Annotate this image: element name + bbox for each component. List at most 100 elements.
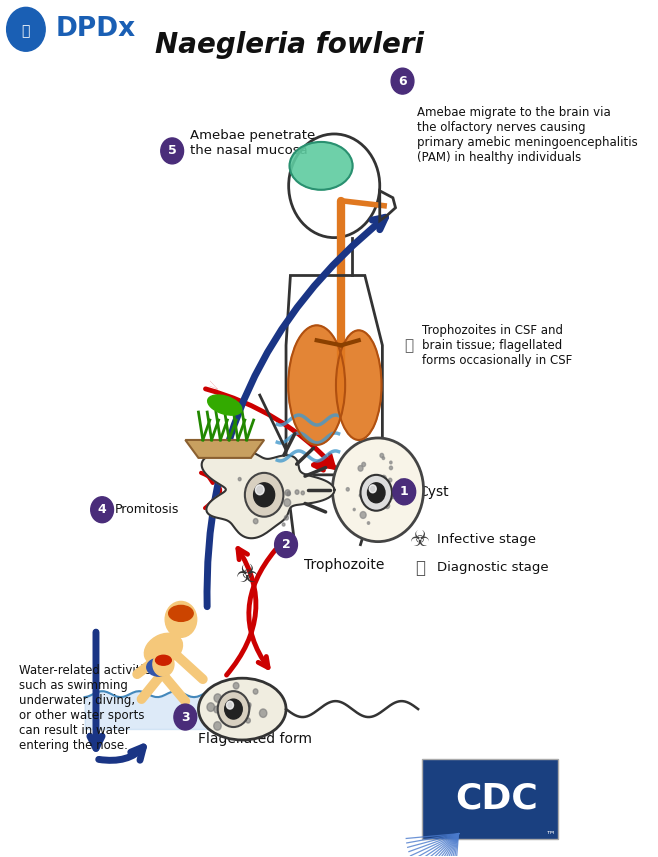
- Circle shape: [274, 531, 297, 558]
- Text: 6: 6: [398, 75, 407, 87]
- Circle shape: [367, 489, 372, 494]
- Circle shape: [165, 602, 197, 638]
- Circle shape: [214, 706, 220, 713]
- Text: 🔬: 🔬: [404, 338, 413, 353]
- Circle shape: [385, 503, 390, 508]
- Polygon shape: [186, 440, 264, 458]
- Circle shape: [346, 488, 349, 491]
- Text: Flagellated form: Flagellated form: [199, 732, 313, 746]
- Ellipse shape: [290, 142, 353, 189]
- Circle shape: [225, 699, 242, 719]
- Circle shape: [245, 473, 284, 517]
- Polygon shape: [201, 449, 334, 538]
- Circle shape: [282, 523, 285, 526]
- Circle shape: [255, 485, 264, 494]
- Circle shape: [287, 492, 290, 495]
- Text: Trophozoite: Trophozoite: [303, 558, 384, 572]
- Text: 🔬: 🔬: [415, 559, 425, 577]
- Circle shape: [301, 491, 305, 494]
- Text: Water-related activities
such as swimming
underwater, diving,
or other water spo: Water-related activities such as swimmin…: [19, 664, 157, 752]
- Text: Cyst: Cyst: [418, 485, 449, 499]
- Circle shape: [400, 479, 403, 482]
- Circle shape: [393, 479, 416, 505]
- Circle shape: [253, 492, 259, 499]
- Circle shape: [238, 477, 241, 481]
- Circle shape: [174, 704, 197, 730]
- Circle shape: [236, 700, 244, 710]
- Circle shape: [390, 466, 393, 470]
- Circle shape: [218, 691, 249, 727]
- Circle shape: [214, 694, 221, 702]
- Circle shape: [274, 477, 278, 482]
- Circle shape: [367, 506, 370, 508]
- Text: 4: 4: [98, 503, 107, 516]
- Ellipse shape: [147, 658, 171, 676]
- Circle shape: [361, 475, 392, 511]
- Text: 3: 3: [181, 710, 190, 723]
- Text: CDC: CDC: [455, 782, 538, 816]
- Circle shape: [399, 494, 403, 498]
- Circle shape: [231, 710, 236, 716]
- Circle shape: [7, 8, 45, 51]
- Circle shape: [378, 480, 382, 484]
- Text: ™: ™: [545, 829, 555, 839]
- Ellipse shape: [155, 656, 171, 665]
- Circle shape: [374, 481, 376, 483]
- Circle shape: [390, 493, 395, 499]
- Text: Infective stage: Infective stage: [437, 533, 536, 546]
- Circle shape: [153, 652, 174, 676]
- Circle shape: [91, 497, 113, 523]
- Text: Amebae migrate to the brain via
the olfactory nerves causing
primary amebic meni: Amebae migrate to the brain via the olfa…: [417, 106, 638, 164]
- Ellipse shape: [168, 605, 193, 621]
- Circle shape: [362, 481, 368, 488]
- Circle shape: [390, 493, 393, 497]
- Circle shape: [295, 490, 299, 494]
- FancyBboxPatch shape: [422, 759, 557, 839]
- Text: 2: 2: [282, 538, 290, 551]
- Circle shape: [253, 518, 258, 524]
- Circle shape: [374, 482, 378, 487]
- Ellipse shape: [288, 326, 345, 445]
- Circle shape: [388, 478, 392, 482]
- Circle shape: [367, 482, 385, 503]
- Circle shape: [207, 703, 215, 711]
- Circle shape: [391, 69, 414, 94]
- Circle shape: [358, 465, 363, 471]
- Text: Amebae penetrate
the nasal mucosa: Amebae penetrate the nasal mucosa: [190, 129, 315, 157]
- Circle shape: [370, 482, 373, 487]
- Circle shape: [262, 489, 266, 495]
- Circle shape: [332, 438, 424, 542]
- Circle shape: [253, 689, 258, 694]
- Ellipse shape: [208, 395, 241, 415]
- Circle shape: [366, 498, 370, 503]
- Ellipse shape: [336, 330, 382, 440]
- Circle shape: [234, 698, 238, 702]
- Circle shape: [284, 499, 291, 506]
- Circle shape: [368, 479, 370, 482]
- Text: Diagnostic stage: Diagnostic stage: [437, 561, 548, 574]
- Circle shape: [251, 494, 257, 500]
- Circle shape: [378, 482, 381, 486]
- Circle shape: [246, 718, 250, 723]
- Text: Promitosis: Promitosis: [115, 503, 180, 516]
- Circle shape: [285, 489, 290, 495]
- Text: Trophozoites in CSF and
brain tissue; flagellated
forms occasionally in CSF: Trophozoites in CSF and brain tissue; fl…: [422, 324, 572, 367]
- Circle shape: [374, 494, 378, 500]
- Circle shape: [274, 494, 280, 501]
- Text: DPDx: DPDx: [56, 16, 136, 42]
- Circle shape: [263, 478, 270, 485]
- Circle shape: [238, 703, 245, 711]
- Circle shape: [242, 702, 251, 711]
- Circle shape: [259, 709, 267, 717]
- Circle shape: [367, 522, 370, 524]
- Text: Naegleria fowleri: Naegleria fowleri: [155, 32, 424, 59]
- Circle shape: [360, 512, 366, 518]
- Circle shape: [353, 508, 355, 511]
- Circle shape: [284, 515, 288, 520]
- Text: ☣: ☣: [410, 530, 430, 549]
- Circle shape: [247, 703, 251, 707]
- Circle shape: [249, 492, 253, 495]
- Circle shape: [369, 485, 376, 493]
- Circle shape: [226, 701, 234, 709]
- Circle shape: [397, 489, 403, 496]
